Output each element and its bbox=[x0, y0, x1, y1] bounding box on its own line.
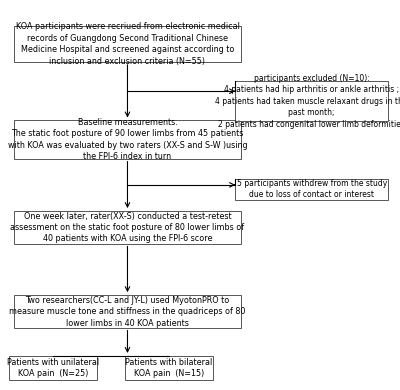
FancyBboxPatch shape bbox=[14, 26, 241, 62]
FancyBboxPatch shape bbox=[9, 356, 97, 379]
FancyBboxPatch shape bbox=[14, 295, 241, 328]
FancyBboxPatch shape bbox=[14, 121, 241, 159]
Text: Baseline measurements.
The static foot posture of 90 lower limbs from 45 patient: Baseline measurements. The static foot p… bbox=[8, 118, 247, 161]
FancyBboxPatch shape bbox=[124, 356, 213, 379]
Text: One week later, rater(XX-S) conducted a test-retest
assessment on the static foo: One week later, rater(XX-S) conducted a … bbox=[10, 211, 244, 243]
Text: KOA participants were recriued from electronic medical
records of Guangdong Seco: KOA participants were recriued from elec… bbox=[16, 22, 240, 66]
FancyBboxPatch shape bbox=[14, 211, 241, 244]
Text: participants excluded (N=10):
4 patients had hip arthritis or ankle arthritis ;
: participants excluded (N=10): 4 patients… bbox=[216, 74, 400, 129]
Text: Patients with unilateral
KOA pain  (N=25): Patients with unilateral KOA pain (N=25) bbox=[7, 358, 99, 378]
Text: Two researchers(CC-L and JY-L) used MyotonPRO to
measure muscle tone and stiffne: Two researchers(CC-L and JY-L) used Myot… bbox=[9, 296, 246, 328]
FancyBboxPatch shape bbox=[235, 81, 388, 121]
FancyBboxPatch shape bbox=[235, 179, 388, 200]
Text: Patients with bilateral
KOA pain  (N=15): Patients with bilateral KOA pain (N=15) bbox=[125, 358, 212, 378]
Text: 5 participants withdrew from the study
due to loss of contact or interest: 5 participants withdrew from the study d… bbox=[236, 179, 387, 200]
